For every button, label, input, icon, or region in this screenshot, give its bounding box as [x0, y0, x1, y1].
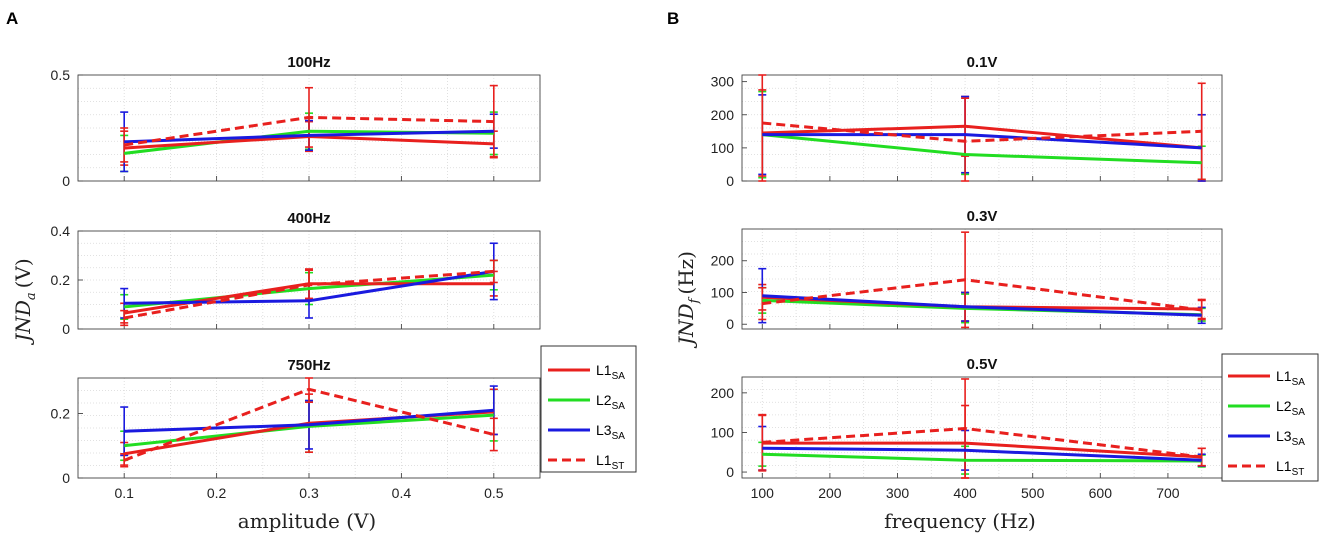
series-line-L3SA: [762, 133, 1202, 150]
subplot-3-ytick-label: 200: [711, 107, 735, 123]
subplot-3-title: 0.1V: [967, 54, 998, 71]
panel-b-xlabel: frequency (Hz): [884, 509, 1036, 533]
series-line-L3SA: [124, 269, 495, 305]
subplot-5-xtick-label: 200: [818, 485, 842, 501]
subplot-5-ytick-label: 0: [726, 464, 734, 480]
subplot-4-ytick-label: 100: [711, 284, 735, 300]
legend-b: L1SA L2SA L3SA L1ST: [1221, 353, 1319, 482]
legend-b-label-1: L2SA: [1276, 398, 1305, 418]
series-line-L3SA: [762, 446, 1202, 462]
series-line-L3SA: [124, 129, 494, 144]
subplot-3-ytick-label: 0: [726, 173, 734, 189]
series-line-L3SA: [762, 294, 1202, 317]
subplot-4-title: 0.3V: [967, 208, 998, 225]
subplot-1: 400Hz 0 0.2 0.4: [51, 210, 541, 337]
series-line-L1SA: [762, 124, 1202, 150]
subplot-0-ytick-label: 0: [62, 173, 70, 189]
legend-a-label-1: L2SA: [596, 392, 625, 412]
subplot-0: 100Hz 0 0.5: [51, 54, 541, 189]
legend-b-label-3: L1ST: [1276, 458, 1304, 478]
series-line-L3SA: [124, 408, 494, 433]
subplot-3-ytick-label: 300: [711, 74, 735, 90]
plots: 100Hz 0 0.5 400Hz 0 0.2 0.4 750Hz 0 0.2 0.1 0.2 0.3 0…: [51, 54, 1223, 501]
subplot-2: 750Hz 0 0.2 0.1 0.2 0.3 0.4 0.5: [51, 357, 541, 501]
subplot-5-xtick-label: 500: [1021, 485, 1045, 501]
subplot-5-xtick-label: 100: [751, 485, 775, 501]
subplot-4-ytick-label: 0: [726, 316, 734, 332]
subplot-5: 0.5V 0 100 200 100 200 300 400 500 600 700: [711, 356, 1223, 501]
subplot-1-ytick-label: 0.4: [51, 223, 71, 239]
svg-text:JNDf(Hz): JNDf(Hz): [674, 251, 702, 349]
panel-a-ylabel: JNDa(V): [11, 258, 39, 345]
series-line-L2SA: [762, 452, 1202, 463]
subplot-4: 0.3V 0 100 200: [711, 208, 1223, 332]
subplot-5-xtick-label: 400: [953, 485, 977, 501]
series-line-L1ST: [123, 269, 494, 320]
subplot-5-ytick-label: 100: [711, 424, 735, 440]
subplot-4-ytick-label: 200: [711, 253, 735, 269]
subplot-5-xtick-label: 700: [1156, 485, 1180, 501]
panel-a-xlabel: amplitude (V): [238, 509, 376, 533]
series-line-L2SA: [124, 273, 494, 309]
subplot-2-xtick-label: 0.1: [114, 485, 134, 501]
series-line-L1ST: [762, 121, 1202, 143]
legend-b-label-0: L1SA: [1276, 368, 1305, 388]
series-line-L1SA: [762, 441, 1202, 459]
series-line-L1ST: [123, 387, 495, 462]
legend-a-label-0: L1SA: [596, 362, 625, 382]
subplot-2-xtick-label: 0.4: [392, 485, 412, 501]
subplot-5-xtick-label: 300: [886, 485, 910, 501]
legend-a: L1SA L2SA L3SA L1ST: [540, 345, 637, 473]
series-line-L1ST: [762, 278, 1202, 312]
series-line-L1ST: [123, 115, 494, 147]
subplot-1-title: 400Hz: [287, 210, 330, 227]
subplot-2-xtick-label: 0.2: [207, 485, 227, 501]
subplot-5-xtick-label: 600: [1089, 485, 1113, 501]
subplot-5-title: 0.5V: [967, 356, 998, 373]
series-line-L1ST: [762, 427, 1202, 459]
subplot-1-ytick-label: 0: [62, 321, 70, 337]
subplot-2-title: 750Hz: [287, 357, 330, 374]
subplot-2-xtick-label: 0.5: [484, 485, 504, 501]
svg-text:JNDa(V): JNDa(V): [11, 258, 39, 345]
series-line-L2SA: [762, 133, 1202, 165]
subplot-2-ytick-label: 0: [62, 470, 70, 486]
panel-b-ylabel: JNDf(Hz): [674, 251, 702, 349]
subplot-5-ytick-label: 200: [711, 385, 735, 401]
panel-a-label: A: [6, 9, 18, 28]
legend-a-label-3: L1ST: [596, 452, 624, 472]
legend-a-label-2: L3SA: [596, 422, 625, 442]
legend-b-label-2: L3SA: [1276, 428, 1305, 448]
subplot-1-ytick-label: 0.2: [51, 272, 71, 288]
subplot-0-ytick-label: 0.5: [51, 67, 71, 83]
subplot-3-ytick-label: 100: [711, 140, 735, 156]
subplot-3-frame: [741, 74, 1223, 182]
subplot-2-xtick-label: 0.3: [299, 485, 319, 501]
subplot-3: 0.1V 0 100 200 300: [711, 54, 1223, 189]
panel-b-label: B: [667, 9, 679, 28]
subplot-0-title: 100Hz: [287, 54, 330, 71]
subplot-2-ytick-label: 0.2: [51, 405, 71, 421]
subplot-4-frame: [741, 228, 1223, 330]
